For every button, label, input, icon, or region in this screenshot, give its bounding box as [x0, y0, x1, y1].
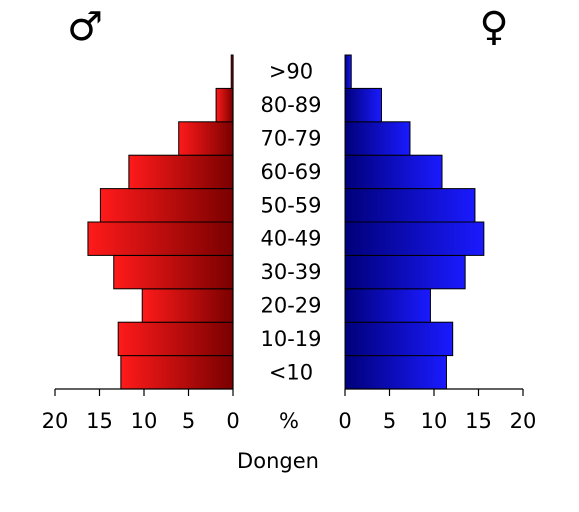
female-tick-label: 10 [421, 409, 448, 433]
category-label: >90 [269, 60, 313, 84]
male-bar-10-19 [117, 321, 234, 357]
category-label: 20-29 [260, 294, 321, 318]
male-tick-label: 0 [226, 409, 239, 433]
male-bars [87, 54, 234, 390]
category-label: 60-69 [260, 160, 321, 184]
male-bar-40-49 [87, 221, 234, 256]
male-tick-label: 20 [42, 409, 69, 433]
male-symbol: ♂ [67, 4, 103, 50]
female-tick-label: 0 [338, 409, 351, 433]
male-bar-70-79 [178, 121, 234, 156]
male-bar-20-29 [141, 288, 234, 323]
male-bar-80-89 [215, 87, 234, 123]
female-symbol: ♀ [479, 4, 508, 50]
category-label: <10 [269, 360, 313, 384]
female-bar-20-29 [344, 288, 431, 323]
category-label: 40-49 [260, 227, 321, 251]
male-x-axis: 0 5 10 15 20 [42, 388, 240, 433]
category-label: 50-59 [260, 193, 321, 217]
female-tick-label: 20 [510, 409, 537, 433]
male-bar-30-39 [113, 254, 234, 290]
female-bar-50-59 [344, 188, 476, 223]
female-bar->90 [344, 54, 352, 89]
female-bar-60-69 [344, 154, 443, 190]
female-tick-label: 5 [383, 409, 396, 433]
female-bar-10-19 [344, 321, 454, 357]
male-bar-60-69 [128, 154, 234, 190]
x-axis-label: Dongen [237, 449, 319, 473]
female-bar-40-49 [344, 221, 485, 256]
female-bars [344, 54, 485, 390]
female-tick-label: 15 [465, 409, 492, 433]
female-bar-<10 [344, 355, 447, 390]
male-bar-<10 [120, 355, 234, 390]
category-labels: <10 10-19 20-29 30-39 40-49 50-59 60-69 70-79 80… [260, 60, 321, 385]
category-label: 70-79 [260, 127, 321, 151]
axis-unit-label: % [279, 409, 299, 433]
category-label: 80-89 [260, 93, 321, 117]
category-label: 30-39 [260, 260, 321, 284]
male-bar-50-59 [99, 188, 234, 223]
category-label: 10-19 [260, 327, 321, 351]
male-tick-label: 15 [86, 409, 113, 433]
female-bar-70-79 [344, 121, 411, 156]
female-bar-30-39 [344, 254, 466, 290]
female-x-axis: 0 5 10 15 20 [338, 388, 537, 433]
male-tick-label: 5 [182, 409, 195, 433]
male-tick-label: 10 [131, 409, 158, 433]
female-bar-80-89 [344, 87, 382, 123]
